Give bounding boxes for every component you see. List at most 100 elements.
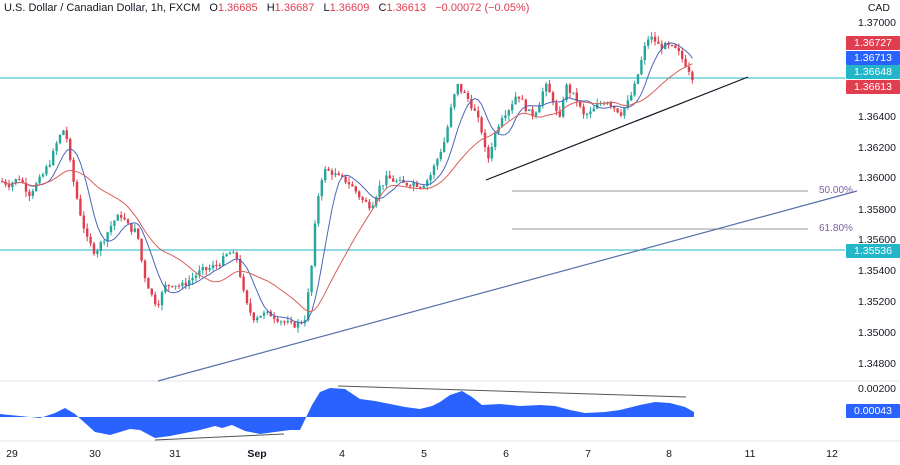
candle-up — [317, 196, 320, 224]
candle-down — [293, 322, 296, 328]
candle-down — [171, 286, 174, 288]
candle-down — [653, 36, 657, 42]
time-tick: Sep — [247, 448, 267, 460]
candle-up — [650, 36, 653, 40]
time-tick: 4 — [339, 448, 345, 460]
candle-up — [371, 205, 374, 209]
candle-up — [31, 191, 34, 196]
candle-up — [636, 74, 640, 84]
candle-down — [130, 223, 133, 232]
candle-down — [388, 175, 391, 179]
fib-level-label: 61.80% — [819, 223, 853, 234]
candle-up — [279, 321, 283, 323]
candle-down — [555, 102, 558, 112]
candle-down — [239, 259, 242, 277]
open-value: 1.36685 — [217, 2, 258, 14]
candle-down — [368, 201, 371, 209]
candle-up — [589, 111, 592, 115]
candle-down — [487, 147, 490, 159]
candle-down — [24, 182, 28, 192]
candle-up — [436, 159, 439, 166]
price-tick: 1.36000 — [858, 172, 896, 184]
candle-up — [640, 60, 643, 75]
candle-down — [290, 320, 293, 323]
candle-down — [575, 92, 578, 102]
candle-down — [79, 198, 82, 216]
candle-down — [548, 83, 551, 93]
candle-down — [184, 282, 187, 286]
candle-down — [341, 175, 344, 177]
candle-up — [490, 146, 493, 159]
candle-down — [558, 111, 561, 117]
candle-up — [378, 185, 381, 198]
candle-down — [670, 45, 674, 47]
time-tick: 30 — [89, 448, 101, 460]
candle-down — [463, 91, 466, 93]
candle-up — [256, 317, 259, 321]
candle-down — [460, 83, 463, 92]
candle-down — [120, 215, 123, 218]
candle-up — [160, 292, 164, 306]
candle-up — [500, 118, 504, 127]
candle-down — [466, 92, 470, 99]
candle-down — [473, 108, 476, 111]
candle-down — [245, 290, 249, 304]
candle-up — [194, 275, 198, 278]
time-tick: 31 — [169, 448, 181, 460]
candle-down — [123, 217, 126, 220]
candle-down — [276, 318, 279, 322]
candle-down — [609, 102, 612, 107]
candle-up — [307, 292, 310, 321]
oscillator-area — [0, 388, 694, 438]
fib-level-label: 50.00% — [819, 185, 853, 196]
candle-down — [405, 182, 408, 186]
close-label: C — [378, 2, 387, 14]
candle-down — [392, 178, 395, 182]
candle-down — [154, 294, 157, 305]
candle-up — [228, 252, 232, 255]
candle-up — [606, 102, 609, 105]
time-tick: 8 — [666, 448, 672, 460]
symbol-title: U.S. Dollar / Canadian Dollar, 1h, FXCM — [4, 2, 201, 14]
candle-up — [48, 164, 51, 167]
candle-down — [337, 173, 340, 176]
candle-down — [477, 110, 480, 118]
currency-label[interactable]: CAD — [867, 2, 890, 14]
candle-up — [208, 268, 211, 270]
candle-down — [483, 132, 487, 148]
candle-down — [602, 103, 606, 105]
price-tick: 1.35600 — [858, 234, 896, 246]
low-label: L — [323, 2, 330, 14]
candle-down — [65, 130, 68, 140]
candle-up — [381, 185, 385, 187]
candle-up — [62, 130, 65, 135]
candle-down — [167, 284, 170, 287]
time-tick: 29 — [6, 448, 18, 460]
candle-up — [443, 142, 446, 153]
candle-up — [664, 42, 667, 50]
candle-up — [211, 265, 215, 269]
candle-down — [613, 106, 616, 109]
candle-down — [21, 179, 24, 183]
candle-up — [266, 311, 269, 313]
candle-down — [684, 58, 687, 67]
candle-down — [330, 170, 334, 175]
candle-up — [432, 165, 436, 176]
candle-up — [52, 150, 55, 165]
candle-down — [521, 98, 524, 100]
candle-down — [273, 316, 276, 319]
candle-up — [55, 143, 58, 151]
candle-up — [106, 232, 109, 242]
price-tag: 1.36713 — [846, 51, 900, 65]
candle-down — [75, 181, 79, 199]
candle-down — [126, 219, 130, 224]
price-tag: 1.35536 — [846, 244, 900, 258]
candle-up — [296, 322, 300, 328]
candle-up — [630, 95, 633, 101]
candle-up — [395, 180, 398, 182]
candle-up — [623, 107, 626, 116]
candle-down — [205, 267, 208, 270]
candle-down — [344, 176, 347, 183]
